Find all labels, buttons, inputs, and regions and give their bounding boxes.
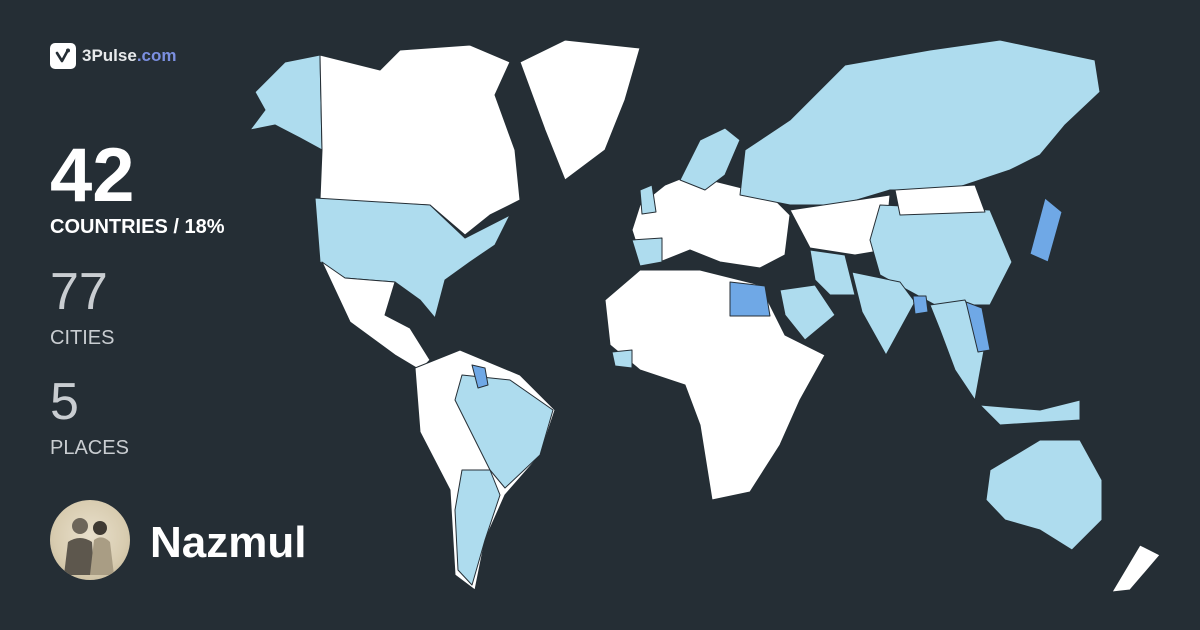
cities-count: 77	[50, 263, 108, 321]
check-pulse-icon	[50, 43, 76, 69]
brand-name: 3Pulse.com	[82, 46, 177, 65]
brand-logo[interactable]: 3Pulse.com	[50, 43, 177, 69]
country-russia[interactable]	[739, 39, 1101, 206]
country-japan[interactable]	[1029, 197, 1063, 263]
region-africa	[604, 269, 826, 501]
country-egypt[interactable]	[729, 281, 771, 317]
country-guyana[interactable]	[471, 364, 489, 389]
country-indonesia[interactable]	[979, 399, 1081, 426]
country-scandinavia[interactable]	[679, 127, 741, 191]
country-brazil[interactable]	[454, 374, 554, 489]
cities-label: CITIES	[50, 327, 115, 349]
countries-count: 42	[50, 133, 135, 218]
country-spain[interactable]	[631, 237, 663, 267]
country-india[interactable]	[851, 271, 916, 356]
country-uk[interactable]	[639, 184, 657, 215]
region-central-asia	[789, 194, 891, 256]
country-west-africa[interactable]	[611, 349, 633, 369]
country-bangladesh[interactable]	[912, 295, 929, 315]
country-mexico[interactable]	[321, 261, 431, 371]
countries-label: COUNTRIES / 18%	[50, 216, 225, 238]
country-new-zealand[interactable]	[1111, 544, 1161, 593]
country-alaska[interactable]	[249, 54, 323, 151]
user-name: Nazmul	[150, 518, 307, 567]
places-label: PLACES	[50, 437, 129, 459]
country-vietnam[interactable]	[965, 301, 991, 353]
country-argentina[interactable]	[454, 469, 501, 586]
country-australia[interactable]	[985, 439, 1103, 551]
country-greenland[interactable]	[519, 39, 641, 181]
country-saudi-arabia[interactable]	[779, 284, 836, 341]
places-count: 5	[50, 373, 79, 431]
country-iran[interactable]	[809, 249, 856, 296]
avatar[interactable]	[50, 500, 130, 580]
country-mongolia[interactable]	[894, 184, 986, 216]
